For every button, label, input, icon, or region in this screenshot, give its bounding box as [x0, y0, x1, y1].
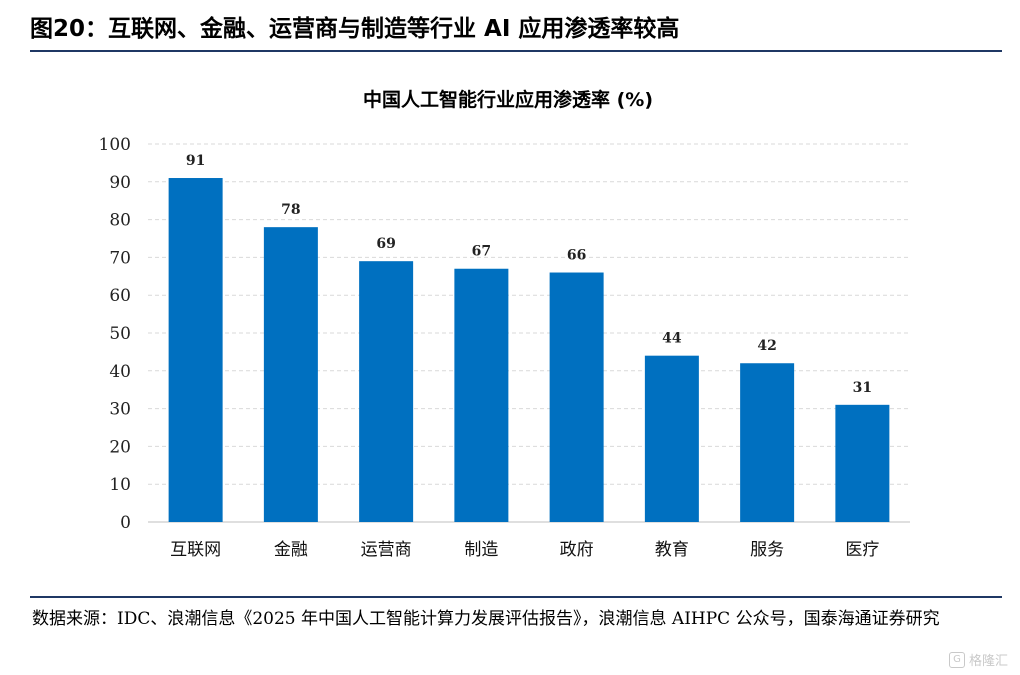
data-label: 42: [757, 338, 776, 354]
bar: [263, 227, 318, 522]
data-label: 67: [472, 244, 491, 260]
data-label: 69: [376, 236, 395, 252]
bars: [168, 178, 890, 522]
chart-title: 中国人工智能行业应用渗透率 (%): [363, 88, 653, 111]
data-label: 78: [281, 202, 300, 218]
x-tick-label: 服务: [750, 540, 784, 560]
chart-area: 中国人工智能行业应用渗透率 (%) 0 10 20 30 40 50 60 70 80 90 100…: [0, 60, 1020, 580]
y-tick-label: 90: [109, 173, 131, 193]
data-label: 44: [662, 331, 682, 347]
x-tick-label: 金融: [274, 540, 308, 560]
figure-title: 图20：互联网、金融、运营商与制造等行业 AI 应用渗透率较高: [30, 16, 680, 42]
x-tick-label: 运营商: [361, 540, 412, 560]
y-tick-label: 0: [120, 513, 131, 533]
watermark: G 格隆汇: [948, 650, 1008, 669]
bar: [359, 261, 414, 522]
y-tick-label: 100: [99, 135, 131, 155]
x-tick-label: 教育: [655, 540, 689, 560]
watermark-logo-icon: G: [948, 651, 965, 668]
top-rule: [30, 50, 1002, 52]
y-tick-label: 70: [109, 248, 131, 268]
figure-header: 图20：互联网、金融、运营商与制造等行业 AI 应用渗透率较高: [30, 12, 1002, 46]
x-tick-label: 互联网: [170, 540, 221, 560]
bar: [740, 363, 795, 522]
bar-chart: 中国人工智能行业应用渗透率 (%) 0 10 20 30 40 50 60 70 80 90 100…: [99, 88, 910, 560]
x-tick-label: 制造: [464, 540, 498, 560]
y-tick-label: 30: [109, 400, 131, 420]
bar: [644, 355, 699, 522]
data-label: 66: [567, 248, 586, 264]
bar: [168, 178, 223, 522]
y-tick-label: 40: [109, 362, 131, 382]
bottom-rule: [30, 596, 1002, 598]
gridlines: [148, 143, 910, 485]
bar: [835, 404, 890, 522]
y-tick-label: 60: [109, 286, 131, 306]
bar: [549, 272, 604, 522]
watermark-text: 格隆汇: [968, 654, 1008, 669]
data-label: 91: [186, 153, 205, 169]
y-tick-label: 10: [109, 475, 131, 495]
data-label: 31: [853, 380, 872, 396]
source-note: 数据来源：IDC、浪潮信息《2025 年中国人工智能计算力发展评估报告》，浪潮信…: [32, 609, 940, 629]
x-tick-label: 医疗: [845, 540, 879, 560]
y-tick-label: 20: [109, 437, 131, 457]
y-tick-label: 50: [109, 324, 131, 344]
data-labels: 91 78 69 67 66 44 42 31: [186, 153, 872, 396]
bar: [454, 268, 509, 522]
y-tick-label: 80: [109, 211, 131, 231]
x-axis: 互联网 金融 运营商 制造 政府 教育 服务 医疗: [170, 540, 879, 560]
x-tick-label: 政府: [560, 540, 594, 560]
